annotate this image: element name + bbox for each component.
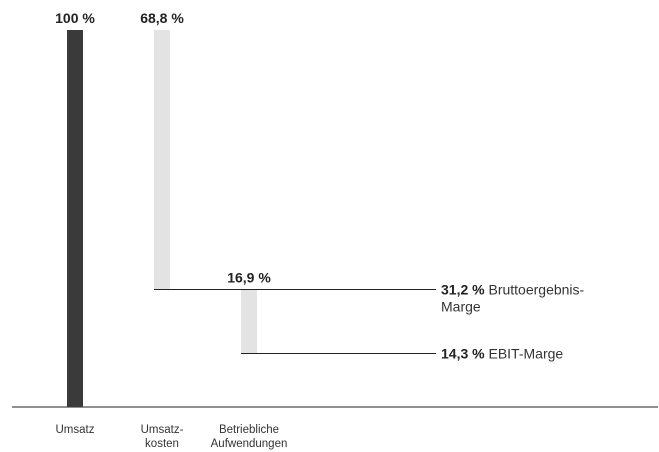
- bar-value-label-1: 68,8 %: [140, 10, 184, 26]
- annotation-0: 31,2 % Bruttoergebnis-Marge: [441, 282, 585, 315]
- category-label-0-0: Umsatz: [56, 424, 95, 436]
- annotation-value-1: 14,3 %: [441, 346, 485, 362]
- category-label-1-1: kosten: [145, 438, 179, 450]
- bars-layer: [67, 30, 257, 407]
- annotation-value-0: 31,2 %: [441, 282, 485, 298]
- connector-lines-layer: [154, 289, 436, 354]
- bar-2: [241, 289, 257, 354]
- category-label-2-1: Aufwendungen: [211, 438, 288, 450]
- bar-value-label-2: 16,9 %: [227, 269, 271, 285]
- annotation-1: 14,3 % EBIT-Marge: [441, 346, 563, 362]
- bar-0: [67, 30, 83, 407]
- annotation-text-0-1: Marge: [441, 299, 481, 315]
- bar-1: [154, 30, 170, 290]
- category-label-1-0: Umsatz-: [141, 424, 184, 436]
- annotation-text-0-0: Bruttoergebnis-: [485, 282, 585, 298]
- category-label-2-0: Betriebliche: [219, 424, 279, 436]
- bar-value-label-0: 100 %: [55, 10, 95, 26]
- labels-layer: 100 % Umsatz 68,8 % Umsatz-kosten 16,9 % Betr…: [55, 10, 584, 450]
- annotation-text-1-0: EBIT-Marge: [485, 346, 564, 362]
